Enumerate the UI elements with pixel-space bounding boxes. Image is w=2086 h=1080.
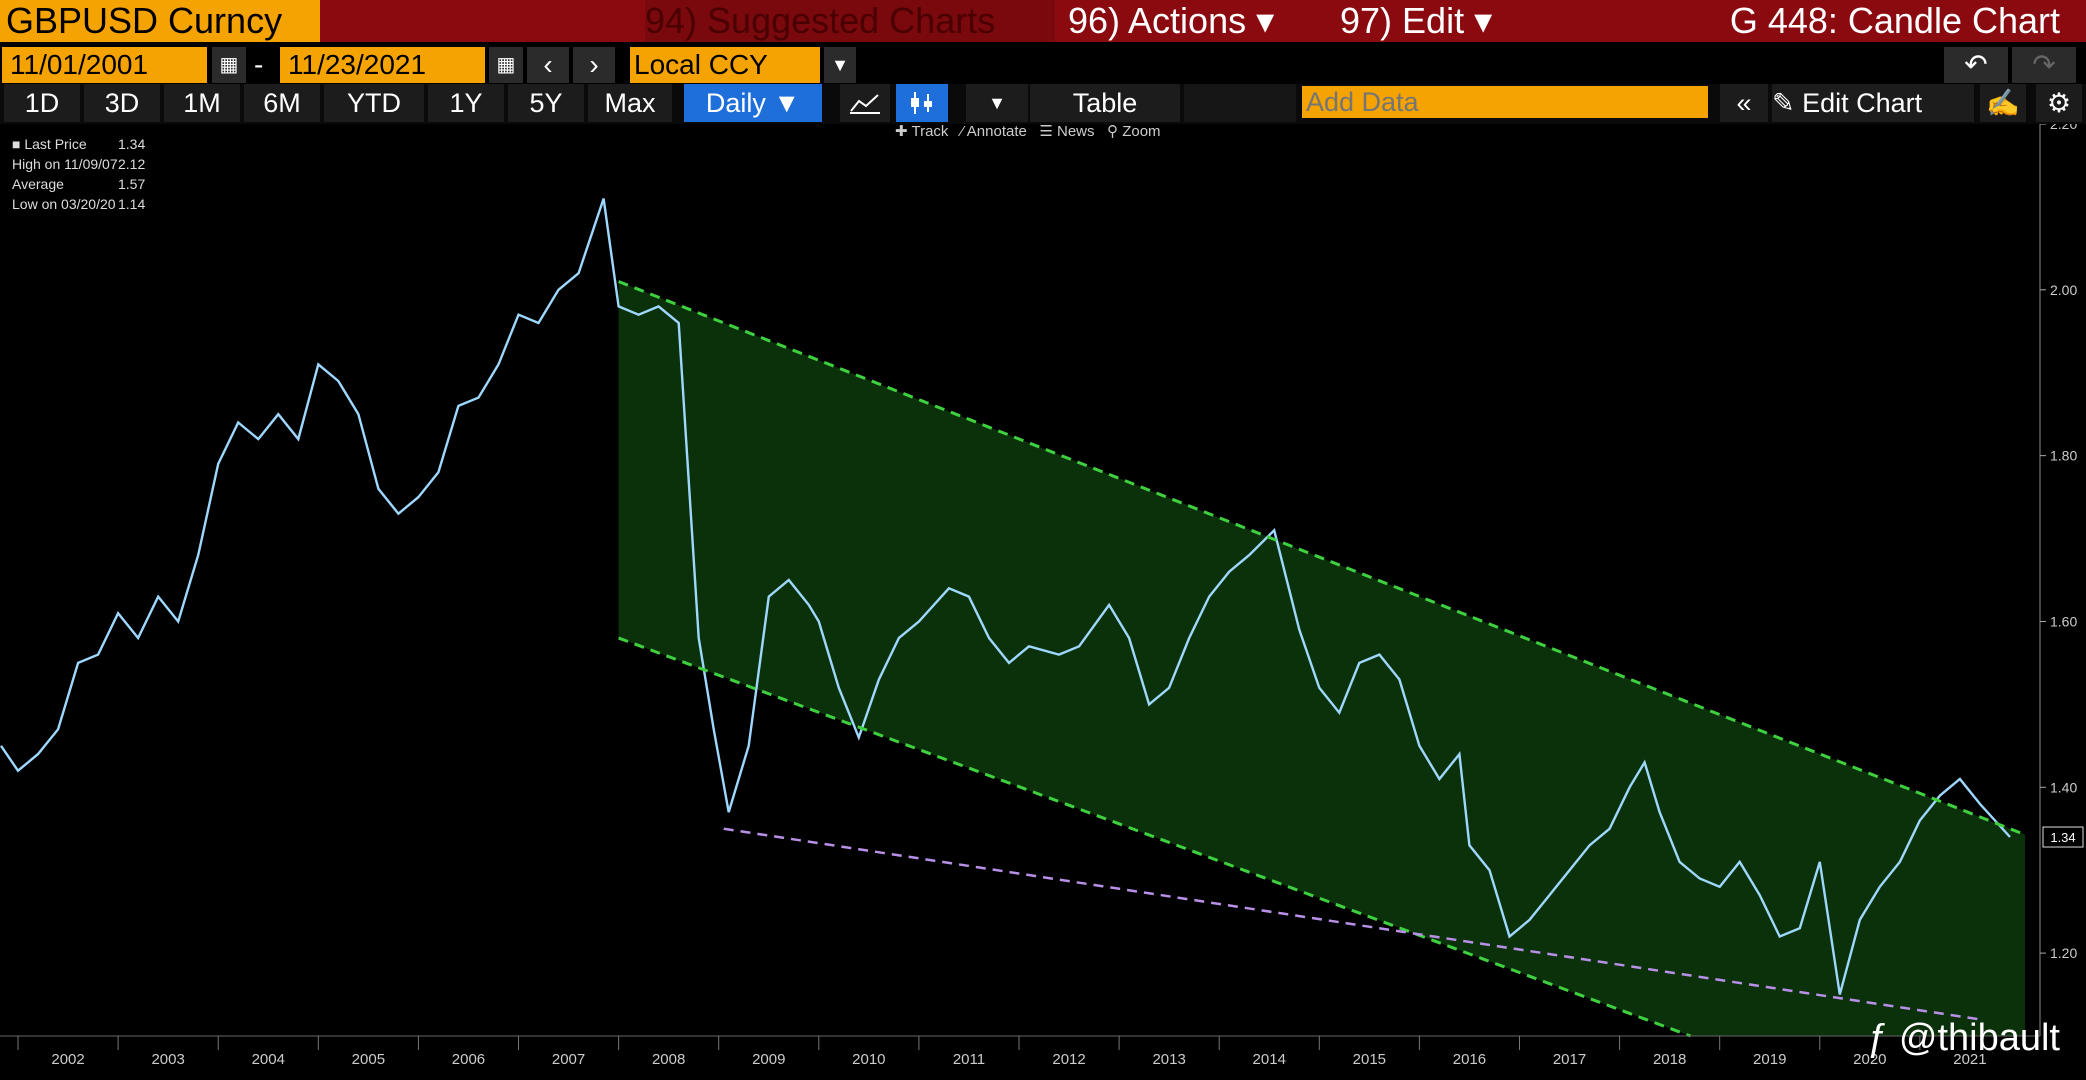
- x-tick-label: 2015: [1353, 1051, 1386, 1068]
- candle-chart-icon[interactable]: [896, 84, 948, 122]
- line-chart-icon[interactable]: [840, 84, 890, 122]
- edit-chart-button[interactable]: ✎ Edit Chart: [1772, 84, 1974, 122]
- header-bar: GBPUSD Curncy 94) Suggested Charts 96) A…: [0, 0, 2086, 42]
- x-tick-label: 2004: [252, 1051, 285, 1068]
- y-tick-label: 1.20: [2050, 945, 2077, 961]
- legend-high-label: High on 11/09/07: [12, 154, 112, 174]
- chevron-down-icon[interactable]: ▼: [966, 84, 1028, 122]
- legend-last-text: Last Price: [24, 136, 86, 152]
- blank-field: [1184, 84, 1296, 122]
- watermark-logo-icon: ƒ: [1867, 1017, 1888, 1059]
- zoom-tool[interactable]: ⚲ Zoom: [1107, 123, 1161, 140]
- zoom-label: Zoom: [1122, 123, 1160, 140]
- x-tick-label: 2012: [1052, 1051, 1085, 1068]
- y-tick-label: 1.40: [2050, 779, 2077, 795]
- x-tick-label: 2009: [752, 1051, 785, 1068]
- x-tick-label: 2005: [352, 1051, 385, 1068]
- period-ytd[interactable]: YTD: [324, 84, 424, 122]
- news-tool[interactable]: ☰ News: [1039, 123, 1094, 140]
- add-data-input[interactable]: [1302, 86, 1708, 118]
- y-tick-label: 1.60: [2050, 613, 2077, 629]
- table-button[interactable]: Table: [1030, 84, 1180, 122]
- date-range-bar: 11/01/2001 ▦ - 11/23/2021 ▦ ‹ › Local CC…: [0, 44, 2086, 84]
- period-1y[interactable]: 1Y: [428, 84, 504, 122]
- y-tick-label: 2.00: [2050, 282, 2077, 298]
- end-date-input[interactable]: 11/23/2021: [280, 47, 485, 83]
- date-separator: -: [254, 47, 274, 83]
- last-price-badge-label: 1.34: [2050, 830, 2075, 845]
- chart-settings-icon[interactable]: ✍: [1980, 84, 2026, 122]
- edit-menu[interactable]: 97) Edit ▾: [1340, 0, 1520, 42]
- collapse-icon[interactable]: «: [1720, 84, 1768, 122]
- legend-last-value: 1.34: [118, 134, 145, 154]
- pencil-icon: ✎: [1772, 88, 1802, 118]
- x-tick-label: 2010: [852, 1051, 885, 1068]
- suggested-charts-button[interactable]: 94) Suggested Charts: [645, 0, 1055, 42]
- prev-arrow-icon[interactable]: ‹: [527, 47, 569, 83]
- x-tick-label: 2016: [1453, 1051, 1486, 1068]
- chart-tools: ✚ Track ⁄ Annotate ☰ News ⚲ Zoom: [895, 122, 1161, 140]
- chart-legend: ■ Last Price 1.34 High on 11/09/07 2.12 Av…: [12, 134, 145, 214]
- x-tick-label: 2011: [953, 1051, 985, 1068]
- x-tick-label: 2002: [51, 1051, 84, 1068]
- legend-avg-value: 1.57: [118, 174, 145, 194]
- start-date-input[interactable]: 11/01/2001: [2, 47, 207, 83]
- news-label: News: [1057, 123, 1095, 140]
- x-tick-label: 2017: [1553, 1051, 1586, 1068]
- gear-icon[interactable]: ⚙: [2036, 84, 2082, 122]
- actions-menu[interactable]: 96) Actions ▾: [1068, 0, 1318, 42]
- legend-avg-label: Average: [12, 174, 112, 194]
- track-label: Track: [911, 123, 948, 140]
- legend-low-label: Low on 03/20/20: [12, 194, 112, 214]
- period-3d[interactable]: 3D: [84, 84, 160, 122]
- y-tick-label: 1.80: [2050, 448, 2077, 464]
- ticker-field[interactable]: GBPUSD Curncy: [0, 0, 320, 42]
- watermark-text: @thibault: [1899, 1017, 2060, 1059]
- period-5y[interactable]: 5Y: [508, 84, 584, 122]
- track-tool[interactable]: ✚ Track: [895, 123, 948, 140]
- period-1m[interactable]: 1M: [164, 84, 240, 122]
- x-tick-label: 2003: [151, 1051, 184, 1068]
- undo-icon[interactable]: ↶: [1944, 47, 2008, 83]
- legend-low-value: 1.14: [118, 194, 145, 214]
- edit-chart-label: Edit Chart: [1802, 88, 1922, 118]
- frequency-select[interactable]: Daily ▼: [684, 84, 822, 122]
- currency-select[interactable]: Local CCY: [630, 47, 820, 83]
- y-tick-label: 2.20: [2050, 124, 2077, 132]
- redo-icon[interactable]: ↷: [2012, 47, 2076, 83]
- chart-name: G 448: Candle Chart: [1730, 0, 2060, 42]
- x-tick-label: 2014: [1253, 1051, 1286, 1068]
- x-tick-label: 2019: [1753, 1051, 1786, 1068]
- annotate-label: Annotate: [967, 123, 1027, 140]
- calendar-icon[interactable]: ▦: [489, 47, 523, 83]
- next-arrow-icon[interactable]: ›: [573, 47, 615, 83]
- x-tick-label: 2008: [652, 1051, 685, 1068]
- x-tick-label: 2018: [1653, 1051, 1686, 1068]
- period-6m[interactable]: 6M: [244, 84, 320, 122]
- x-tick-label: 2013: [1152, 1051, 1185, 1068]
- chevron-down-icon[interactable]: ▼: [824, 47, 856, 83]
- period-1d[interactable]: 1D: [4, 84, 80, 122]
- x-tick-label: 2006: [452, 1051, 485, 1068]
- calendar-icon[interactable]: ▦: [212, 47, 246, 83]
- x-tick-label: 2007: [552, 1051, 585, 1068]
- watermark: ƒ @thibault: [1867, 1017, 2060, 1060]
- legend-last-label: ■ Last Price: [12, 134, 112, 154]
- price-chart[interactable]: 1.20 1.40 1.60 1.80 2.00 2.20 2002 2003 2004 2005…: [0, 124, 2086, 1080]
- period-max[interactable]: Max: [588, 84, 672, 122]
- annotate-tool[interactable]: ⁄ Annotate: [961, 123, 1027, 140]
- legend-high-value: 2.12: [118, 154, 145, 174]
